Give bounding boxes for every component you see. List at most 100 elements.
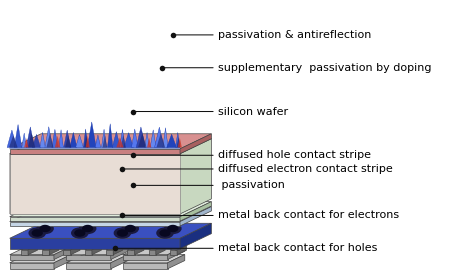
Polygon shape xyxy=(128,250,135,255)
Polygon shape xyxy=(66,255,128,263)
Polygon shape xyxy=(113,245,123,255)
Polygon shape xyxy=(64,130,71,147)
Polygon shape xyxy=(149,250,156,255)
Polygon shape xyxy=(24,138,28,147)
Polygon shape xyxy=(156,245,165,255)
Polygon shape xyxy=(106,245,123,250)
Polygon shape xyxy=(87,122,96,147)
Polygon shape xyxy=(54,246,71,260)
Polygon shape xyxy=(9,154,180,214)
Text: supplementary  passivation by doping: supplementary passivation by doping xyxy=(218,63,432,73)
Polygon shape xyxy=(167,255,185,269)
Polygon shape xyxy=(86,136,90,147)
Polygon shape xyxy=(9,134,211,149)
Circle shape xyxy=(29,228,46,238)
Polygon shape xyxy=(9,222,180,226)
Polygon shape xyxy=(42,250,49,255)
Polygon shape xyxy=(123,246,185,255)
Polygon shape xyxy=(177,245,186,255)
Polygon shape xyxy=(28,245,37,255)
Polygon shape xyxy=(167,246,185,260)
Polygon shape xyxy=(167,134,176,147)
Polygon shape xyxy=(180,223,211,249)
Polygon shape xyxy=(7,130,17,147)
Polygon shape xyxy=(121,135,126,147)
Polygon shape xyxy=(145,133,149,147)
Polygon shape xyxy=(175,133,180,147)
Text: diffused electron contact stripe: diffused electron contact stripe xyxy=(218,164,393,174)
Polygon shape xyxy=(170,245,186,250)
Polygon shape xyxy=(14,125,22,147)
Polygon shape xyxy=(9,217,180,221)
Polygon shape xyxy=(45,127,53,147)
Polygon shape xyxy=(9,263,54,269)
Circle shape xyxy=(83,226,92,232)
Text: metal back contact for electrons: metal back contact for electrons xyxy=(218,210,399,221)
Text: metal back contact for holes: metal back contact for holes xyxy=(218,243,377,253)
Circle shape xyxy=(165,224,181,233)
Polygon shape xyxy=(9,255,54,260)
Polygon shape xyxy=(9,238,180,249)
Polygon shape xyxy=(163,128,168,147)
Polygon shape xyxy=(176,137,181,147)
Polygon shape xyxy=(128,245,144,250)
Text: passivation & antireflection: passivation & antireflection xyxy=(218,30,372,40)
Polygon shape xyxy=(64,245,80,250)
Polygon shape xyxy=(92,245,101,255)
Polygon shape xyxy=(83,129,88,147)
Polygon shape xyxy=(136,127,146,147)
Polygon shape xyxy=(26,127,35,147)
Polygon shape xyxy=(111,246,128,260)
Polygon shape xyxy=(21,250,28,255)
Polygon shape xyxy=(149,245,165,250)
Polygon shape xyxy=(9,139,41,214)
Polygon shape xyxy=(123,255,185,263)
Polygon shape xyxy=(66,255,111,260)
Polygon shape xyxy=(101,129,107,147)
Circle shape xyxy=(72,228,88,238)
Circle shape xyxy=(157,228,173,238)
Circle shape xyxy=(118,230,128,236)
Polygon shape xyxy=(135,245,144,255)
Polygon shape xyxy=(9,139,211,154)
Polygon shape xyxy=(9,255,71,263)
Circle shape xyxy=(122,224,138,233)
Polygon shape xyxy=(59,130,64,147)
Polygon shape xyxy=(9,149,180,154)
Text: passivation: passivation xyxy=(218,180,285,190)
Polygon shape xyxy=(75,134,83,147)
Polygon shape xyxy=(55,136,60,147)
Polygon shape xyxy=(123,255,167,260)
Polygon shape xyxy=(49,245,59,255)
Polygon shape xyxy=(170,250,177,255)
Polygon shape xyxy=(180,139,211,214)
Polygon shape xyxy=(178,138,182,147)
Polygon shape xyxy=(106,250,113,255)
Circle shape xyxy=(32,230,42,236)
Polygon shape xyxy=(21,245,37,250)
Polygon shape xyxy=(9,154,180,214)
Polygon shape xyxy=(123,263,167,269)
Circle shape xyxy=(37,224,53,233)
Circle shape xyxy=(125,226,135,232)
Polygon shape xyxy=(71,245,80,255)
Circle shape xyxy=(80,224,96,233)
Polygon shape xyxy=(85,250,92,255)
Polygon shape xyxy=(180,207,211,226)
Polygon shape xyxy=(95,135,101,147)
Polygon shape xyxy=(9,207,211,222)
Polygon shape xyxy=(9,202,211,217)
Circle shape xyxy=(75,230,85,236)
Text: diffused hole contact stripe: diffused hole contact stripe xyxy=(218,150,371,160)
Polygon shape xyxy=(70,133,77,147)
Polygon shape xyxy=(124,133,134,147)
Circle shape xyxy=(168,226,178,232)
Circle shape xyxy=(114,228,130,238)
Polygon shape xyxy=(40,132,46,147)
Text: silicon wafer: silicon wafer xyxy=(218,106,288,117)
Polygon shape xyxy=(32,134,41,147)
Polygon shape xyxy=(111,255,128,269)
Polygon shape xyxy=(85,245,101,250)
Polygon shape xyxy=(42,245,59,250)
Polygon shape xyxy=(150,130,156,147)
